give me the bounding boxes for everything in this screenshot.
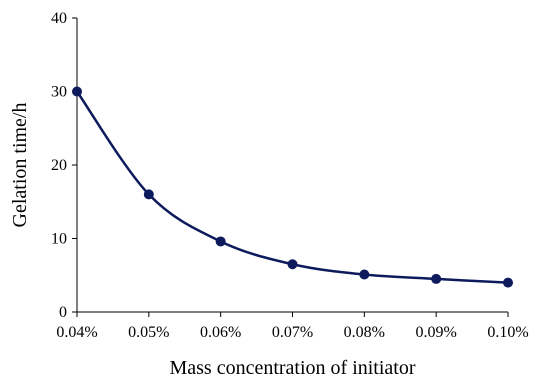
x-tick-label: 0.07% xyxy=(272,324,313,341)
data-point xyxy=(503,277,513,288)
x-ticks: 0.04% 0.05% 0.06% 0.07% 0.08% 0.09% 0.10% xyxy=(56,312,529,341)
x-tick-label: 0.08% xyxy=(344,324,385,341)
series-layer xyxy=(75,90,509,284)
x-axis-title: Mass concentration of initiator xyxy=(169,357,415,379)
x-tick-label: 0.05% xyxy=(128,324,169,341)
y-ticks: 0 10 20 30 40 xyxy=(51,10,77,321)
y-tick-label: 20 xyxy=(51,157,67,174)
data-point xyxy=(359,269,370,280)
series-line xyxy=(75,90,509,284)
y-tick-label: 30 xyxy=(51,84,67,101)
y-tick-label: 40 xyxy=(51,10,67,27)
x-tick-label: 0.04% xyxy=(56,324,97,341)
data-point xyxy=(215,236,226,247)
points-layer xyxy=(72,86,513,288)
x-tick-label: 0.09% xyxy=(416,324,457,341)
y-tick-label: 0 xyxy=(59,304,67,321)
x-tick-label: 0.10% xyxy=(487,324,528,341)
data-point xyxy=(287,259,298,270)
data-point xyxy=(143,189,154,200)
data-point xyxy=(72,86,82,97)
x-tick-label: 0.06% xyxy=(200,324,241,341)
data-point xyxy=(431,273,442,284)
y-tick-label: 10 xyxy=(51,231,67,248)
y-axis-title: Gelation time/h xyxy=(9,103,31,228)
